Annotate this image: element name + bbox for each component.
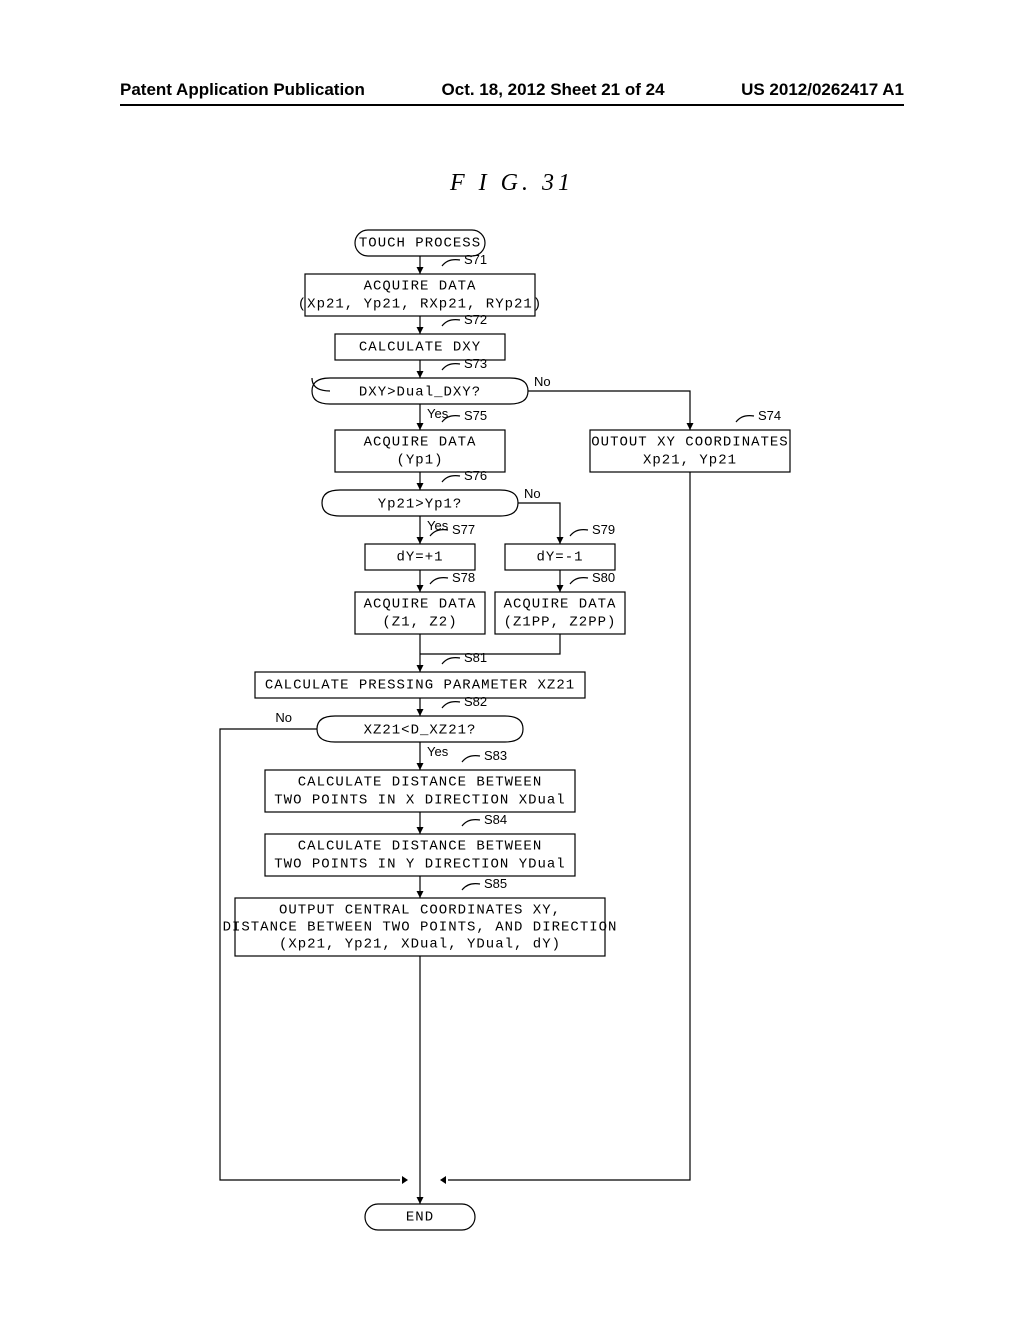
- svg-text:ACQUIRE DATA: ACQUIRE DATA: [504, 597, 617, 613]
- svg-text:Yes: Yes: [427, 744, 449, 759]
- svg-text:dY=+1: dY=+1: [396, 550, 443, 566]
- svg-text:dY=-1: dY=-1: [536, 550, 583, 566]
- svg-text:ACQUIRE DATA: ACQUIRE DATA: [364, 279, 477, 295]
- flowchart-svg: TOUCH PROCESS ACQUIRE DATA (Xp21, Yp21, …: [180, 220, 860, 1280]
- svg-text:(Yp1): (Yp1): [396, 453, 443, 469]
- svg-text:S75: S75: [464, 408, 487, 423]
- svg-text:S84: S84: [484, 812, 507, 827]
- svg-text:S77: S77: [452, 522, 475, 537]
- svg-text:S80: S80: [592, 570, 615, 585]
- svg-text:S82: S82: [464, 694, 487, 709]
- svg-text:DXY>Dual_DXY?: DXY>Dual_DXY?: [359, 385, 481, 401]
- header-middle: Oct. 18, 2012 Sheet 21 of 24: [442, 80, 665, 100]
- svg-text:OUTPUT CENTRAL COORDINATES XY,: OUTPUT CENTRAL COORDINATES XY,: [279, 903, 561, 919]
- svg-text:S78: S78: [452, 570, 475, 585]
- page-header: Patent Application Publication Oct. 18, …: [120, 80, 904, 106]
- svg-text:Xp21, Yp21: Xp21, Yp21: [643, 453, 737, 469]
- header-left: Patent Application Publication: [120, 80, 365, 100]
- svg-text:CALCULATE PRESSING PARAMETER X: CALCULATE PRESSING PARAMETER XZ21: [265, 678, 575, 694]
- svg-text:S81: S81: [464, 650, 487, 665]
- svg-text:Yp21>Yp1?: Yp21>Yp1?: [378, 497, 463, 513]
- svg-text:TWO POINTS IN Y DIRECTION YDua: TWO POINTS IN Y DIRECTION YDual: [274, 857, 565, 873]
- svg-text:TWO POINTS IN X DIRECTION XDua: TWO POINTS IN X DIRECTION XDual: [274, 793, 565, 809]
- svg-text:S76: S76: [464, 468, 487, 483]
- svg-text:(Xp21, Yp21, RXp21, RYp21): (Xp21, Yp21, RXp21, RYp21): [298, 297, 542, 313]
- svg-text:OUTOUT XY COORDINATES: OUTOUT XY COORDINATES: [591, 435, 788, 451]
- svg-text:CALCULATE DISTANCE BETWEEN: CALCULATE DISTANCE BETWEEN: [298, 839, 542, 855]
- svg-text:S71: S71: [464, 252, 487, 267]
- svg-text:TOUCH PROCESS: TOUCH PROCESS: [359, 236, 481, 252]
- svg-text:(Z1, Z2): (Z1, Z2): [382, 615, 457, 631]
- svg-text:S72: S72: [464, 312, 487, 327]
- svg-text:XZ21<D_XZ21?: XZ21<D_XZ21?: [364, 723, 477, 739]
- svg-text:CALCULATE DISTANCE BETWEEN: CALCULATE DISTANCE BETWEEN: [298, 775, 542, 791]
- svg-text:S79: S79: [592, 522, 615, 537]
- svg-text:(Xp21, Yp21, XDual, YDual, dY): (Xp21, Yp21, XDual, YDual, dY): [279, 937, 561, 953]
- svg-text:S74: S74: [758, 408, 781, 423]
- patent-page: Patent Application Publication Oct. 18, …: [0, 0, 1024, 1320]
- svg-text:ACQUIRE DATA: ACQUIRE DATA: [364, 435, 477, 451]
- svg-text:S83: S83: [484, 748, 507, 763]
- svg-text:No: No: [524, 486, 541, 501]
- svg-text:END: END: [406, 1210, 434, 1226]
- svg-text:No: No: [275, 710, 292, 725]
- node-end: END: [365, 1204, 475, 1230]
- svg-text:S85: S85: [484, 876, 507, 891]
- svg-text:DISTANCE BETWEEN TWO POINTS, A: DISTANCE BETWEEN TWO POINTS, AND DIRECTI…: [223, 920, 618, 936]
- svg-text:(Z1PP, Z2PP): (Z1PP, Z2PP): [504, 615, 617, 631]
- header-right: US 2012/0262417 A1: [741, 80, 904, 100]
- svg-text:S73: S73: [464, 356, 487, 371]
- svg-text:No: No: [534, 374, 551, 389]
- figure-label: F I G. 31: [0, 170, 1024, 197]
- svg-text:CALCULATE DXY: CALCULATE DXY: [359, 340, 481, 356]
- svg-text:ACQUIRE DATA: ACQUIRE DATA: [364, 597, 477, 613]
